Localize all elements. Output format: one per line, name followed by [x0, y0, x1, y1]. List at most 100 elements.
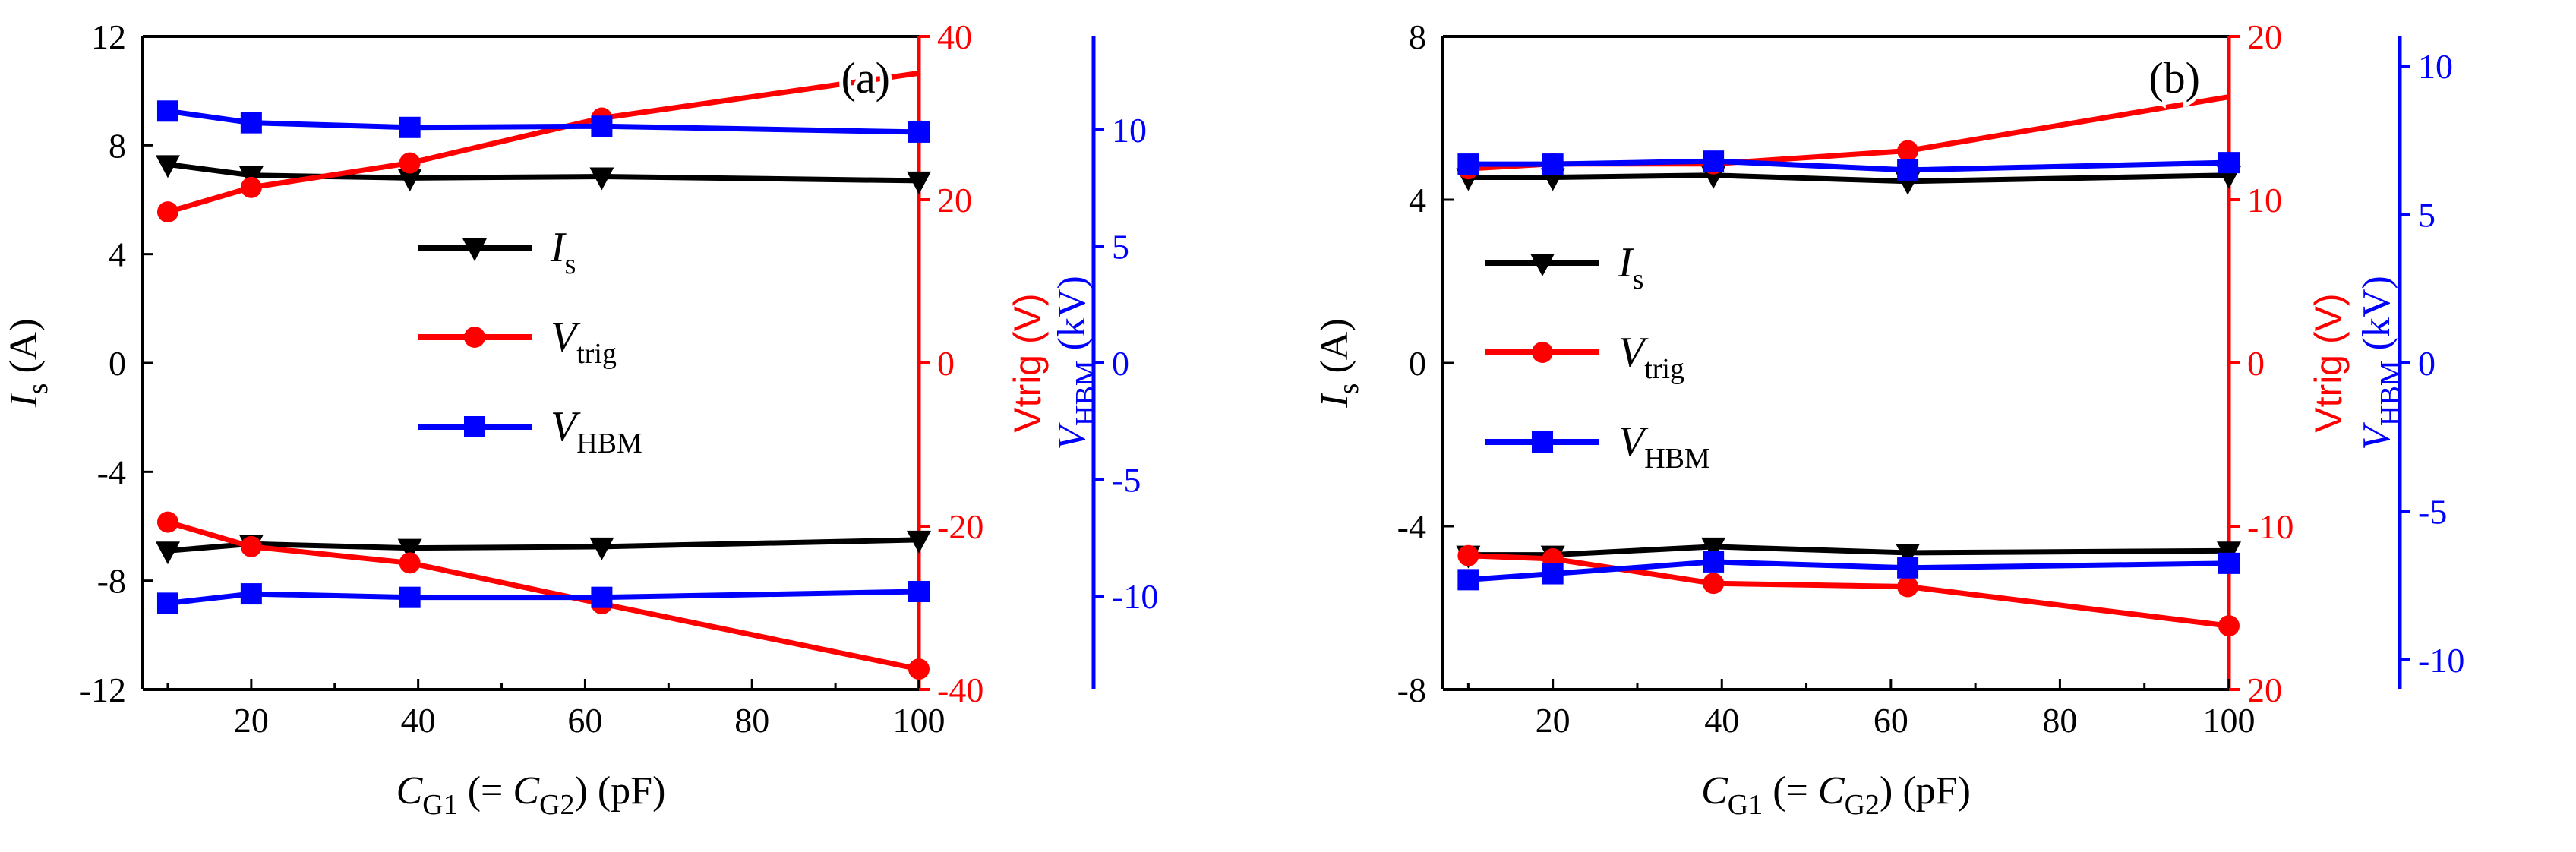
series-line — [1468, 94, 2230, 172]
legend-label: Is — [1618, 239, 1643, 295]
right2-tick-label: 10 — [1112, 111, 1147, 150]
series-Vtrig-positive — [156, 70, 920, 223]
legend-label-sub: s — [565, 248, 576, 280]
data-point — [1457, 544, 1479, 566]
data-point — [591, 115, 613, 137]
data-point — [399, 116, 421, 138]
data-point — [2218, 615, 2240, 637]
left-tick-label: 8 — [109, 126, 126, 165]
data-point — [240, 583, 262, 605]
legend-label-main: I — [550, 224, 567, 271]
legend-label-sub: HBM — [576, 428, 642, 459]
right1-tick-label: -40 — [937, 671, 983, 709]
data-point — [1897, 140, 1919, 162]
right1-tick-label: -10 — [2247, 507, 2293, 546]
data-point — [156, 201, 178, 223]
right2-tick-label: -10 — [2418, 641, 2464, 680]
x-label-mid: (= — [458, 769, 513, 813]
data-point — [156, 511, 178, 533]
series-line — [167, 108, 920, 135]
left-tick-label: -4 — [97, 453, 126, 491]
legend-label-sub: trig — [576, 338, 617, 370]
data-point — [1703, 150, 1725, 172]
right2-tick-label: 10 — [2418, 47, 2453, 86]
legend-label-main: V — [1618, 329, 1649, 376]
x-tick-label: 100 — [2203, 701, 2256, 740]
data-point — [908, 658, 930, 680]
series-Is-positive — [155, 155, 931, 194]
right2-tick-label: -5 — [2418, 492, 2447, 531]
left-label-sub: s — [22, 383, 54, 395]
data-point — [155, 541, 180, 565]
x-label-sub2: G2 — [1845, 789, 1880, 821]
data-point — [1701, 537, 1726, 560]
data-point — [1703, 573, 1725, 595]
x-tick-label: 40 — [1704, 701, 1739, 740]
data-point — [908, 581, 930, 602]
left-label-sub: s — [1333, 383, 1365, 395]
data-point — [908, 121, 930, 143]
legend-label-main: V — [551, 403, 581, 450]
left-tick-label: -12 — [80, 671, 126, 709]
data-point — [399, 586, 421, 608]
legend-marker — [1532, 431, 1553, 453]
data-point — [1457, 569, 1479, 591]
left-tick-label: 0 — [109, 344, 126, 383]
legend-label: Vtrig — [1618, 329, 1684, 385]
right1-axis-label: Vtrig (V) — [2307, 293, 2350, 432]
right2-label-sub: HBM — [2375, 360, 2407, 426]
legend-label-sub: s — [1633, 263, 1644, 295]
left-tick-label: -4 — [1397, 507, 1426, 546]
legend-label: Vtrig — [551, 314, 617, 370]
right2-label-sub: HBM — [1070, 360, 1102, 426]
left-label-main: I — [1313, 393, 1356, 409]
legend-label: VHBM — [1618, 418, 1710, 475]
x-label-sub1: G1 — [1728, 789, 1763, 821]
legend-item: VHBM — [1485, 418, 1710, 475]
x-label-main2: C — [1818, 769, 1845, 813]
data-point — [907, 171, 931, 194]
legend-label-main: V — [551, 314, 581, 361]
x-axis-label: CG1 (= CG2) (pF) — [396, 769, 666, 821]
legend-marker — [1530, 254, 1555, 276]
data-point — [1703, 551, 1725, 573]
legend-label-sub: trig — [1644, 353, 1684, 385]
x-tick-label: 40 — [401, 701, 436, 740]
right1-tick-label: 0 — [2247, 344, 2265, 383]
x-tick-label: 80 — [2042, 701, 2077, 740]
data-point — [589, 537, 614, 560]
chart-panel-1: 20 40 60 80 100-12-8-404812-40-2002040-10-50… — [2, 17, 1158, 821]
right1-tick-label: 20 — [2247, 17, 2282, 56]
data-point — [399, 152, 421, 174]
right2-label-unit: (kV) — [1050, 276, 1094, 360]
x-label-main: C — [396, 769, 424, 813]
data-point — [1897, 576, 1919, 598]
x-label-main2: C — [513, 769, 540, 813]
right2-tick-label: 0 — [1112, 344, 1129, 383]
right1-tick-label: 0 — [937, 344, 955, 383]
x-label-mid: (= — [1763, 769, 1818, 813]
left-label-unit: (A) — [1313, 318, 1356, 383]
legend-label: Is — [550, 224, 576, 280]
right2-tick-label: -10 — [1112, 577, 1158, 616]
right1-tick-label: 40 — [937, 17, 972, 56]
legend-marker — [464, 416, 485, 437]
left-axis-label: Is (A) — [1313, 318, 1365, 408]
left-tick-label: 4 — [109, 235, 126, 274]
legend-label: VHBM — [551, 403, 642, 459]
legend-marker — [464, 327, 485, 348]
series-Is-positive — [1456, 166, 2241, 195]
data-point — [156, 100, 178, 122]
x-label-end: ) (pF) — [575, 769, 666, 813]
series-line — [1468, 158, 2230, 173]
series-Vtrig-negative — [1457, 544, 2240, 637]
right1-tick-label: 20 — [937, 181, 972, 219]
x-label-main: C — [1701, 769, 1728, 813]
x-tick-label: 60 — [1874, 701, 1908, 740]
right2-tick-label: -5 — [1112, 461, 1141, 500]
right2-tick-label: 5 — [1112, 227, 1129, 266]
data-point — [1897, 557, 1919, 579]
panel-label: (a) — [841, 53, 890, 103]
right2-label-unit: (kV) — [2355, 276, 2398, 360]
